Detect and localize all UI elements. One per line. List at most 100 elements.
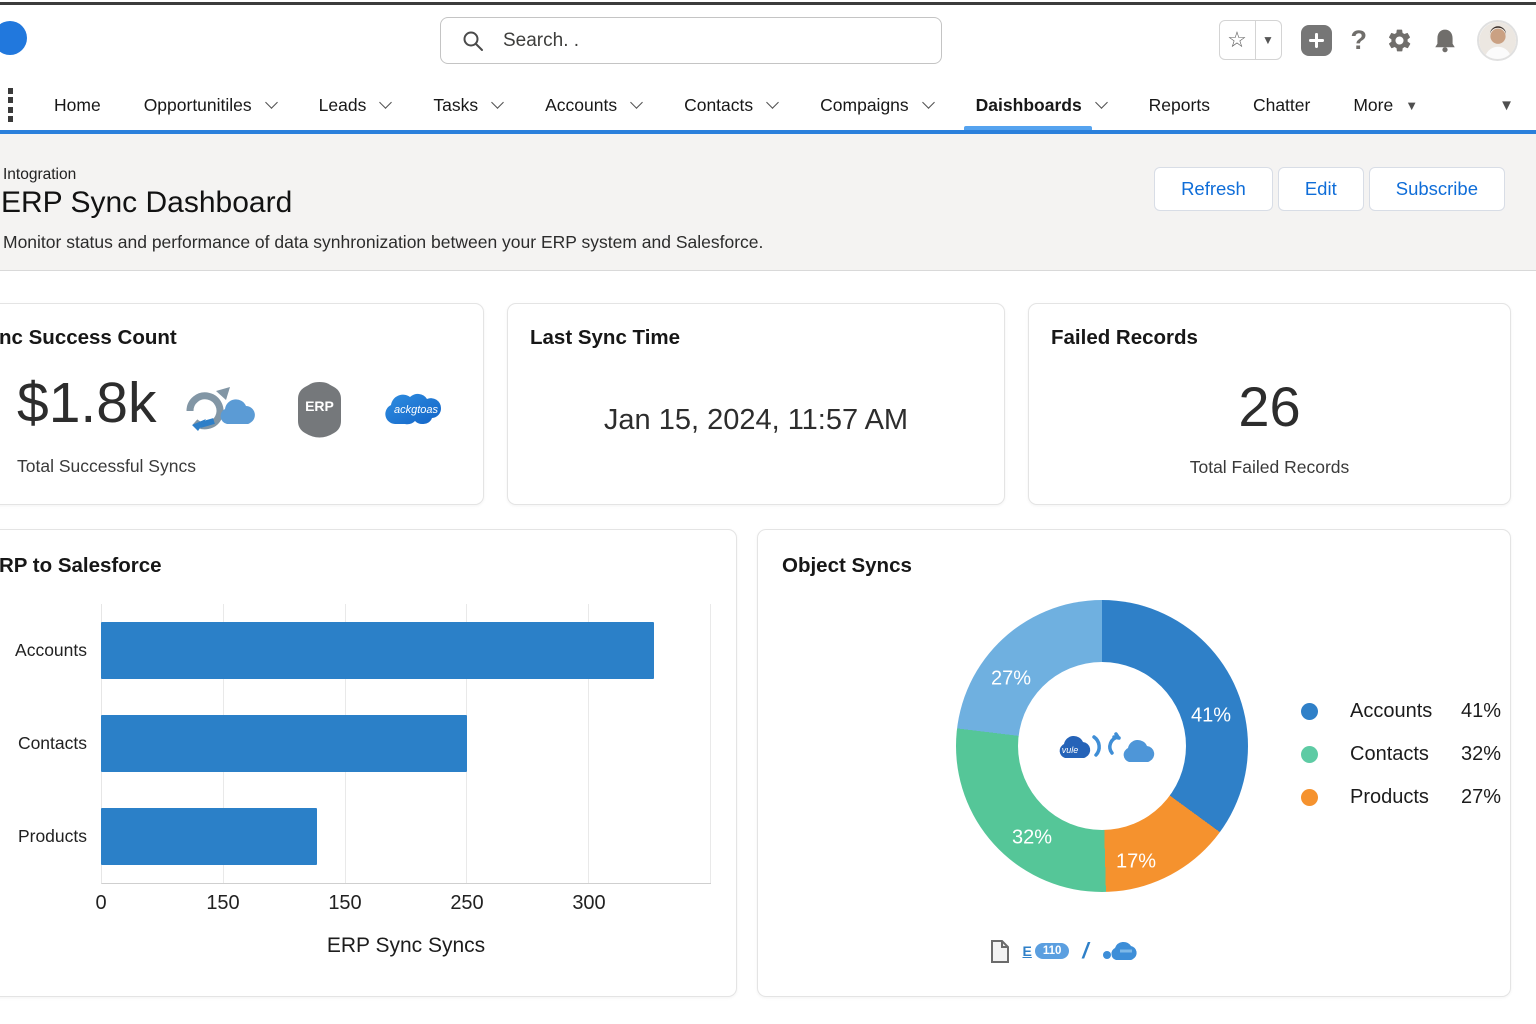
chevron-down-icon [766, 96, 779, 109]
avatar-photo [1479, 22, 1517, 60]
bar-row [101, 697, 711, 790]
nav-item-contacts[interactable]: Contacts [684, 80, 777, 130]
primary-nav: Home Opportunitiles Leads Tasks Accounts… [0, 80, 1536, 134]
search-input[interactable] [503, 30, 925, 52]
tick-label: 150 [206, 892, 239, 915]
svg-text:vule: vule [1062, 745, 1079, 755]
chevron-down-icon [491, 96, 504, 109]
salesforce-cloud-icon: ackgtoas [379, 384, 453, 434]
tick-label: 0 [95, 892, 106, 915]
bar-products [101, 808, 317, 865]
x-axis-ticks: 0 150 150 250 300 [101, 892, 711, 918]
nav-item-tasks[interactable]: Tasks [433, 80, 502, 130]
segment-label-orange: 17% [1116, 851, 1156, 874]
segment-label-products: 27% [991, 668, 1031, 691]
slash-icon: / [1082, 938, 1088, 964]
failed-records-label: Total Failed Records [1029, 457, 1510, 478]
svg-text:ackgtoas: ackgtoas [394, 404, 439, 416]
card-title: Failed Records [1051, 326, 1198, 350]
refresh-button[interactable]: Refresh [1154, 167, 1273, 211]
erp-system-icon: ERP [296, 380, 343, 438]
nav-item-reports[interactable]: Reports [1149, 80, 1210, 130]
nav-item-more[interactable]: More▼ [1353, 80, 1418, 130]
app-logo[interactable] [0, 21, 27, 55]
chevron-down-icon [379, 96, 392, 109]
nav-overflow-caret[interactable]: ▼ [1499, 97, 1514, 114]
legend-item-contacts: Contacts 32% [1301, 743, 1501, 766]
user-avatar[interactable] [1477, 20, 1518, 61]
global-add-button[interactable] [1301, 25, 1332, 56]
notifications-button[interactable] [1432, 27, 1458, 54]
top-divider [0, 2, 1536, 5]
favorite-star-button[interactable]: ☆ [1219, 20, 1256, 60]
gear-icon [1386, 27, 1413, 54]
tick-label: 150 [328, 892, 361, 915]
bell-icon [1432, 27, 1458, 54]
cloud-icon [1102, 940, 1138, 962]
segment-label-accounts: 41% [1191, 705, 1231, 728]
top-bar: ☆ ▼ ? [0, 0, 1536, 80]
subscribe-button[interactable]: Subscribe [1369, 167, 1505, 211]
app-launcher-icon[interactable] [8, 88, 14, 122]
donut-footer-icons: E 110 / [758, 938, 1370, 964]
sync-success-value: $1.8k [17, 370, 156, 436]
card-title: nc Success Count [0, 326, 177, 350]
cloud-sync-icon: vule [1046, 723, 1158, 769]
top-actions: ☆ ▼ ? [1219, 18, 1519, 62]
nav-item-accounts[interactable]: Accounts [545, 80, 641, 130]
legend-dot [1301, 789, 1318, 806]
object-syncs-chart-card: Object Syncs 41% 17% 32% 27% vule Accoun… [757, 529, 1511, 997]
sync-icon-group: ERP ackgtoas [176, 380, 453, 438]
legend-item-accounts: Accounts 41% [1301, 700, 1501, 723]
last-sync-value: Jan 15, 2024, 11:57 AM [508, 404, 1004, 437]
chevron-down-icon [630, 96, 643, 109]
category-label: Products [0, 790, 87, 883]
nav-item-dashboards[interactable]: Daishboards [976, 80, 1106, 130]
nav-item-leads[interactable]: Leads [319, 80, 391, 130]
chevron-down-icon [922, 96, 935, 109]
sync-arrows-cloud-icon [176, 381, 260, 437]
help-button[interactable]: ? [1351, 25, 1368, 56]
favorites-group: ☆ ▼ [1219, 20, 1282, 60]
tick-label: 300 [572, 892, 605, 915]
sync-count-badge: E 110 [1022, 943, 1069, 959]
category-label: Contacts [0, 697, 87, 790]
erp-to-salesforce-chart-card: RP to Salesforce Accounts Contacts Produ… [0, 529, 737, 997]
app-context-label: Intogration [3, 166, 76, 184]
header-actions: Refresh Edit Subscribe [1154, 167, 1505, 211]
favorites-caret-button[interactable]: ▼ [1256, 20, 1282, 60]
page-title: ERP Sync Dashboard [1, 186, 292, 220]
nav-item-chatter[interactable]: Chatter [1253, 80, 1310, 130]
bar-contacts [101, 715, 467, 772]
page-header: Intogration ERP Sync Dashboard Monitor s… [0, 134, 1536, 271]
bar-accounts [101, 622, 654, 679]
bar-row [101, 604, 711, 697]
legend-dot [1301, 746, 1318, 763]
card-title: Last Sync Time [530, 326, 680, 350]
chevron-down-icon [265, 96, 278, 109]
nav-item-home[interactable]: Home [54, 80, 101, 130]
chevron-down-icon [1095, 96, 1108, 109]
page-subtitle: Monitor status and performance of data s… [3, 232, 763, 253]
segment-label-contacts: 32% [1012, 827, 1052, 850]
global-search [440, 17, 942, 64]
tick-label: 250 [450, 892, 483, 915]
legend-dot [1301, 703, 1318, 720]
bar-row [101, 790, 711, 883]
settings-button[interactable] [1386, 27, 1413, 54]
nav-item-campaigns[interactable]: Compaigns [820, 80, 933, 130]
sync-success-count-card: nc Success Count $1.8k ERP [0, 303, 484, 505]
search-icon [461, 29, 485, 53]
donut-chart: 41% 17% 32% 27% vule [956, 600, 1248, 892]
nav-item-opportunities[interactable]: Opportunitiles [144, 80, 276, 130]
failed-records-value: 26 [1029, 374, 1510, 439]
edit-button[interactable]: Edit [1278, 167, 1364, 211]
legend-item-products: Products 27% [1301, 786, 1501, 809]
erp-sync-dashboard-page: ☆ ▼ ? [0, 0, 1536, 1024]
chart-title: Object Syncs [782, 554, 912, 578]
last-sync-time-card: Last Sync Time Jan 15, 2024, 11:57 AM [507, 303, 1005, 505]
x-axis-label: ERP Sync Syncs [101, 934, 711, 958]
category-label: Accounts [0, 604, 87, 697]
caret-down-icon: ▼ [1405, 98, 1418, 113]
plus-icon [1308, 32, 1325, 49]
